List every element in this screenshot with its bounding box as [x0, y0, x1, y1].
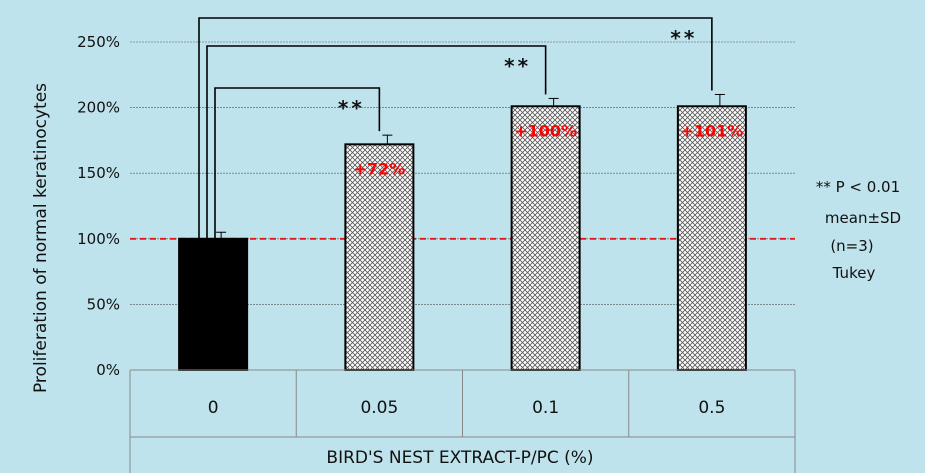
- note-pvalue: ** P < 0.01: [816, 178, 900, 196]
- x-axis-title: BIRD'S NEST EXTRACT-P/PC (%): [326, 448, 593, 468]
- x-tick-label: 0.05: [360, 398, 398, 418]
- y-tick-label: 50%: [87, 295, 120, 313]
- bar: [676, 105, 747, 372]
- significance-brackets: ** ** **: [198, 17, 713, 247]
- significance-bracket: [206, 45, 547, 247]
- x-tick-label: 0: [208, 398, 219, 418]
- data-label: +100%: [514, 121, 577, 140]
- statistics-note: ** P < 0.01 mean±SD (n=3) Tukey: [816, 178, 901, 282]
- significance-bracket: [198, 17, 713, 247]
- x-axis: 0 0.05 0.1 0.5: [129, 369, 796, 473]
- bar: [510, 105, 581, 372]
- significance-label: **: [338, 96, 365, 120]
- note-mean-sd: mean±SD: [825, 209, 901, 227]
- y-tick-label: 100%: [77, 230, 120, 248]
- note-n: (n=3): [830, 237, 873, 255]
- bar: [178, 237, 249, 371]
- y-axis-ticks: 0% 50% 100% 150% 200% 250%: [77, 33, 120, 379]
- x-tick-label: 0.5: [698, 398, 725, 418]
- y-tick-label: 0%: [96, 361, 120, 379]
- y-axis-title: Proliferation of normal keratinocytes: [31, 83, 51, 393]
- significance-bracket: [214, 87, 381, 247]
- note-test: Tukey: [832, 264, 876, 282]
- significance-label: **: [670, 26, 697, 50]
- data-label: +72%: [354, 159, 406, 178]
- significance-label: **: [504, 54, 531, 78]
- y-tick-label: 150%: [77, 164, 120, 182]
- y-tick-label: 200%: [77, 99, 120, 117]
- x-tick-label: 0.1: [532, 398, 559, 418]
- data-label: +101%: [680, 121, 743, 140]
- y-tick-label: 250%: [77, 33, 120, 51]
- bars: +72% +100% +101%: [178, 93, 747, 372]
- bar: [344, 143, 415, 371]
